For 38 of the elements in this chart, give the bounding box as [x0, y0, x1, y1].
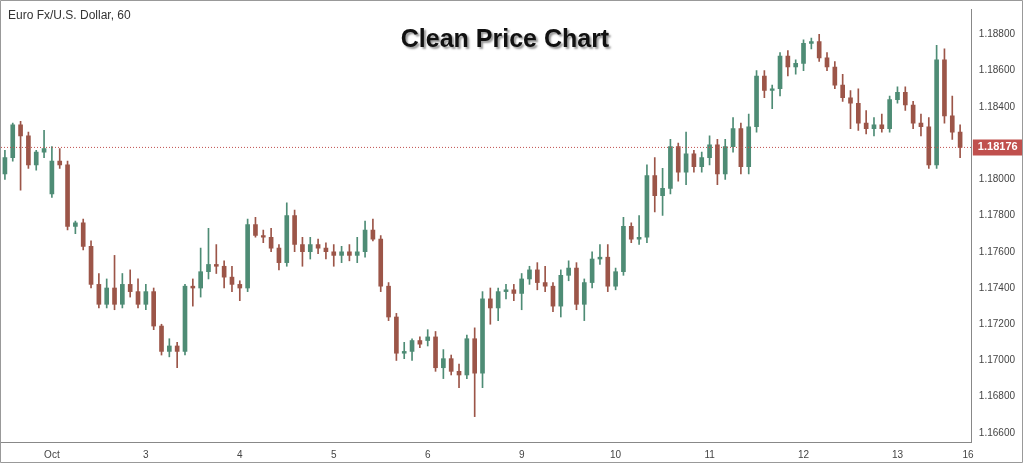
y-tick-label: 1.18400 [978, 100, 1016, 112]
candlestick [425, 329, 431, 347]
ref-line-label: 1.18176 [977, 140, 1018, 153]
candlestick [260, 229, 266, 244]
candlestick [879, 113, 885, 133]
x-tick-label: 13 [891, 448, 904, 460]
y-tick-label: 1.17600 [978, 245, 1016, 257]
candlestick [793, 59, 799, 75]
x-tick-label: 10 [610, 448, 622, 460]
x-tick-label: 5 [330, 448, 337, 460]
x-tick-label: 4 [237, 448, 244, 460]
y-tick-label: 1.18600 [978, 64, 1016, 76]
x-tick-label: 9 [518, 448, 525, 460]
x-tick-label: 16 [962, 448, 974, 460]
y-tick-label: 1.18000 [978, 173, 1016, 185]
x-tick-label: 11 [704, 448, 716, 460]
candlestick [503, 284, 509, 300]
x-tick-label: 6 [424, 448, 431, 460]
y-tick-label: 1.18800 [978, 28, 1016, 40]
candlestick [542, 265, 548, 292]
x-tick-label: 3 [143, 448, 150, 460]
candlestick [354, 236, 360, 263]
candlestick [401, 342, 407, 359]
x-tick-label: 12 [797, 448, 810, 460]
y-tick-label: 1.16600 [978, 426, 1016, 438]
candlestick [213, 244, 219, 274]
candlestick [57, 148, 63, 169]
y-tick-label: 1.17800 [978, 209, 1016, 221]
y-tick-label: 1.16800 [978, 390, 1016, 402]
chart-subtitle: Euro Fx/U.S. Dollar, 60 [8, 8, 131, 22]
candlestick [331, 244, 337, 267]
candlestick [237, 280, 243, 302]
candlestick [769, 84, 775, 109]
y-tick-label: 1.17400 [978, 281, 1016, 293]
y-tick-label: 1.17000 [978, 354, 1016, 366]
y-tick-label: 1.17200 [978, 317, 1016, 329]
x-tick-label: Oct [44, 448, 60, 460]
text: Clean Price Chart [400, 24, 610, 52]
